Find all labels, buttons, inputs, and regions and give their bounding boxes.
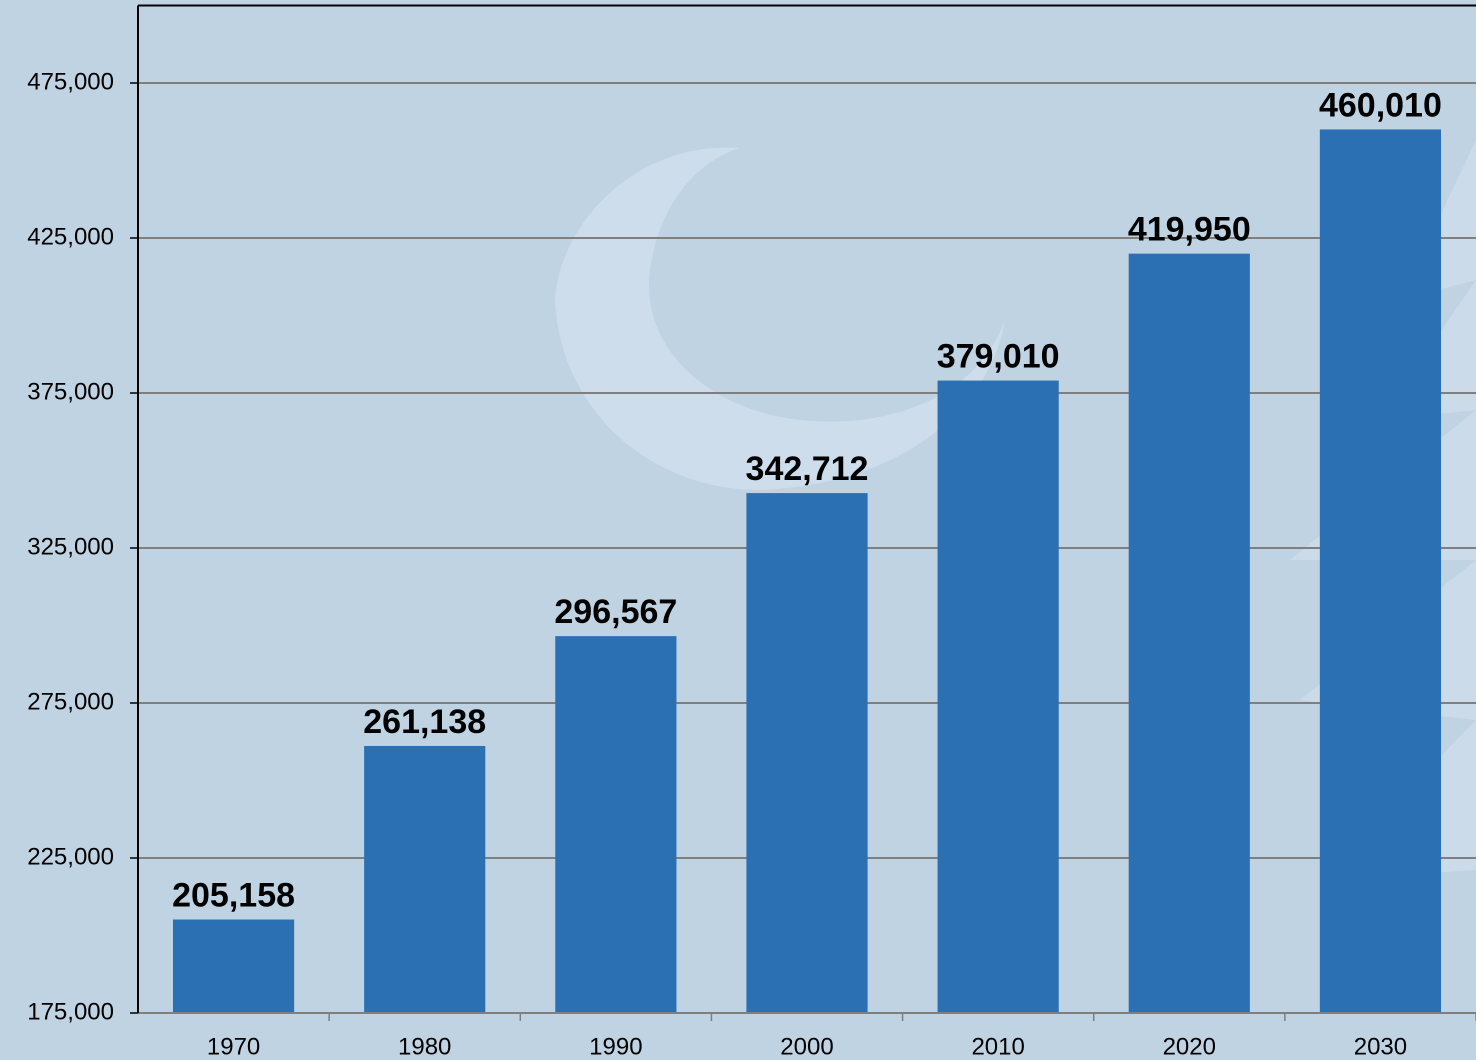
- value-label: 460,010: [1319, 86, 1442, 124]
- x-tick-label: 2010: [971, 1033, 1024, 1060]
- bar: [364, 745, 486, 1013]
- x-tick-label: 1990: [589, 1033, 642, 1060]
- crescent-decoration: [555, 147, 1005, 490]
- y-tick-label: 375,000: [27, 378, 114, 405]
- x-tick-label: 1970: [207, 1033, 260, 1060]
- value-label: 261,138: [363, 703, 486, 741]
- value-label: 342,712: [746, 450, 869, 488]
- value-label: 419,950: [1128, 211, 1251, 249]
- x-tick-label: 2030: [1354, 1033, 1407, 1060]
- bar: [555, 636, 677, 1013]
- value-label: 296,567: [554, 593, 677, 631]
- x-tick-label: 2000: [780, 1033, 833, 1060]
- y-tick-label: 275,000: [27, 688, 114, 715]
- bar: [746, 493, 868, 1014]
- y-tick-label: 475,000: [27, 68, 114, 95]
- value-label: 205,158: [172, 876, 295, 914]
- y-tick-label: 175,000: [27, 998, 114, 1025]
- bar: [1319, 129, 1442, 1013]
- bar: [937, 380, 1059, 1014]
- bar: [172, 919, 295, 1013]
- x-tick-label: 1980: [398, 1033, 451, 1060]
- bar: [1128, 253, 1250, 1013]
- x-tick-label: 2020: [1163, 1033, 1216, 1060]
- y-tick-label: 325,000: [27, 533, 114, 560]
- y-tick-label: 225,000: [27, 843, 114, 870]
- y-tick-label: 425,000: [27, 223, 114, 250]
- value-label: 379,010: [937, 338, 1060, 376]
